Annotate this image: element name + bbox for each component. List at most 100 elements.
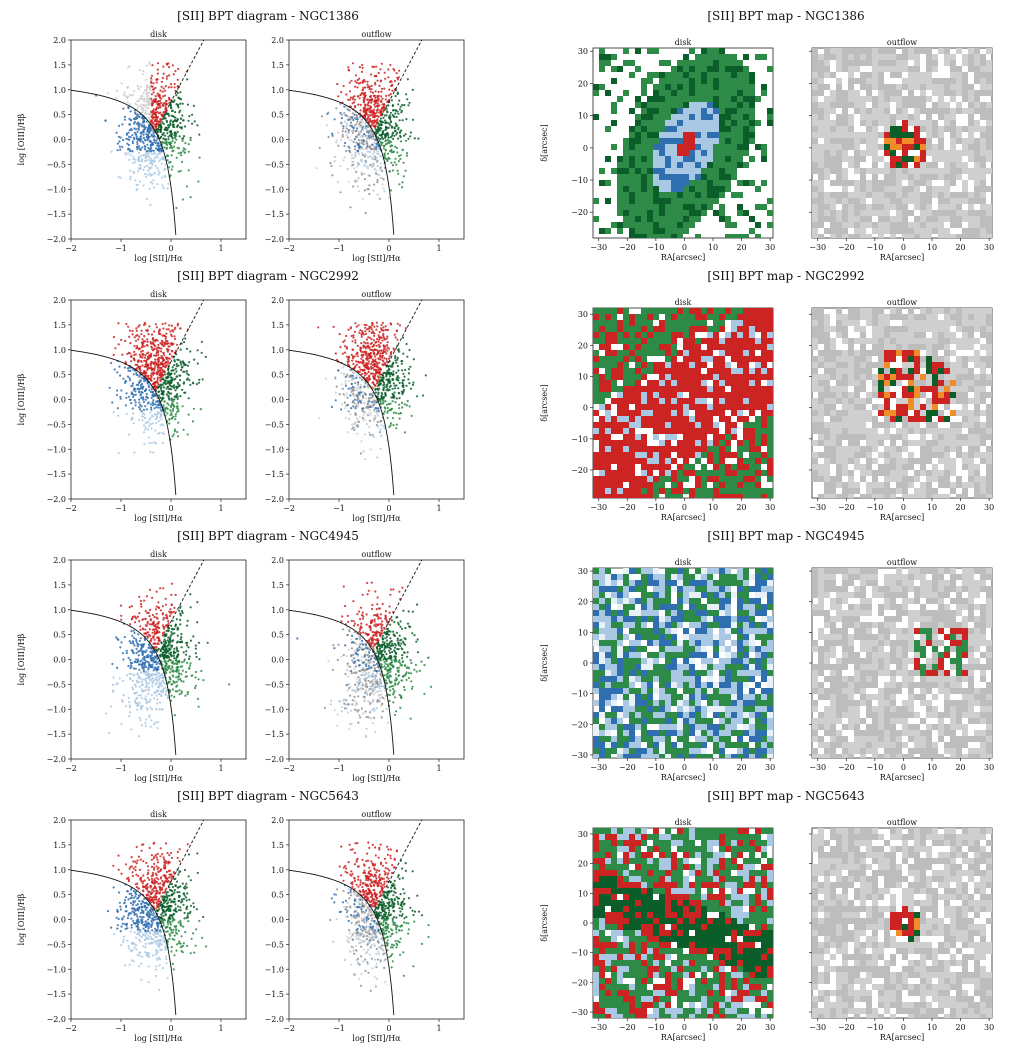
y-tick-label: 20 bbox=[578, 79, 588, 88]
bpt-point bbox=[143, 442, 146, 445]
bpt-point bbox=[177, 96, 180, 99]
bpt-point bbox=[166, 376, 169, 379]
map-pixel bbox=[944, 120, 950, 126]
bpt-point bbox=[189, 136, 192, 139]
bpt-point bbox=[401, 369, 404, 372]
map-pixel bbox=[842, 138, 848, 144]
map-pixel bbox=[944, 204, 950, 210]
map-pixel bbox=[968, 144, 974, 150]
map-pixel bbox=[968, 174, 974, 180]
bpt-point bbox=[158, 402, 161, 405]
map-pixel bbox=[743, 234, 749, 238]
bpt-point bbox=[362, 418, 365, 421]
map-pixel bbox=[974, 156, 980, 162]
bpt-point bbox=[398, 119, 401, 122]
bpt-point bbox=[130, 391, 133, 394]
map-pixel bbox=[653, 132, 659, 138]
bpt-point bbox=[160, 343, 163, 346]
bpt-point bbox=[184, 363, 188, 367]
map-pixel bbox=[926, 72, 932, 78]
bpt-point bbox=[140, 383, 143, 386]
bpt-point bbox=[161, 115, 164, 118]
bpt-point bbox=[397, 379, 400, 382]
map-pixel bbox=[932, 150, 938, 156]
bpt-point bbox=[356, 143, 359, 146]
bpt-point bbox=[108, 386, 111, 389]
bpt-point bbox=[178, 111, 181, 114]
bpt-point bbox=[139, 403, 142, 407]
map-pixel bbox=[701, 72, 707, 78]
map-pixel bbox=[878, 66, 884, 72]
map-pixel bbox=[635, 168, 641, 174]
map-pixel bbox=[695, 108, 701, 114]
bpt-point bbox=[173, 136, 176, 139]
map-pixel bbox=[665, 114, 671, 120]
map-pixel bbox=[932, 168, 938, 174]
map-pixel bbox=[665, 234, 671, 238]
x-tick-label: 30 bbox=[765, 243, 775, 252]
map-pixel bbox=[944, 156, 950, 162]
bpt-point bbox=[179, 102, 182, 105]
bpt-point bbox=[343, 156, 347, 159]
bpt-point bbox=[360, 171, 363, 174]
bpt-point bbox=[371, 113, 374, 116]
bpt-point bbox=[400, 390, 403, 393]
map-pixel bbox=[938, 108, 944, 114]
map-pixel bbox=[689, 48, 695, 54]
bpt-point bbox=[129, 342, 132, 345]
map-pixel bbox=[767, 108, 773, 114]
bpt-point bbox=[348, 81, 351, 84]
bpt-point bbox=[369, 94, 372, 98]
bpt-point bbox=[352, 163, 355, 166]
map-pixel bbox=[812, 90, 818, 96]
bpt-point bbox=[131, 134, 134, 137]
map-pixel bbox=[731, 90, 737, 96]
map-pixel bbox=[890, 72, 896, 78]
bpt-point bbox=[391, 132, 394, 135]
bpt-point bbox=[357, 324, 360, 327]
bpt-point bbox=[138, 147, 141, 150]
map-pixel bbox=[980, 102, 986, 108]
map-pixel bbox=[962, 96, 968, 102]
bpt-point bbox=[145, 101, 148, 104]
map-pixel bbox=[719, 126, 725, 132]
bpt-point bbox=[156, 346, 159, 349]
bpt-point bbox=[147, 351, 150, 354]
map-pixel bbox=[842, 102, 848, 108]
seyfert-liner-line bbox=[385, 39, 423, 108]
map-pixel bbox=[659, 162, 665, 168]
map-pixel bbox=[908, 138, 914, 144]
bpt-point bbox=[152, 100, 155, 103]
bpt-point bbox=[180, 126, 183, 129]
y-tick-label: 1.5 bbox=[271, 61, 284, 70]
map-pixel bbox=[719, 72, 725, 78]
bpt-point bbox=[388, 170, 391, 173]
map-pixel bbox=[986, 84, 992, 90]
bpt-point bbox=[344, 125, 347, 128]
bpt-point bbox=[373, 416, 376, 419]
bpt-point bbox=[168, 398, 171, 401]
map-pixel bbox=[641, 222, 647, 228]
map-pixel bbox=[629, 234, 635, 238]
map-pixel bbox=[725, 60, 731, 66]
bpt-point bbox=[402, 372, 405, 375]
map-pixel bbox=[848, 216, 854, 222]
map-pixel bbox=[701, 180, 707, 186]
bpt-point bbox=[359, 349, 362, 352]
bpt-point bbox=[141, 353, 144, 356]
bpt-point bbox=[188, 115, 191, 118]
bpt-point bbox=[365, 140, 368, 143]
bpt-point bbox=[384, 328, 387, 331]
map-pixel bbox=[902, 138, 908, 144]
map-pixel bbox=[926, 216, 932, 222]
bpt-point bbox=[372, 94, 376, 97]
bpt-point bbox=[134, 111, 137, 114]
bpt-point bbox=[136, 188, 139, 191]
bpt-point bbox=[364, 211, 367, 215]
bpt-point bbox=[357, 163, 360, 166]
bpt-point bbox=[360, 335, 363, 338]
bpt-point bbox=[134, 117, 137, 120]
bpt-point bbox=[144, 417, 147, 420]
x-tick-label: −30 bbox=[809, 243, 826, 252]
map-pixel bbox=[950, 210, 956, 216]
